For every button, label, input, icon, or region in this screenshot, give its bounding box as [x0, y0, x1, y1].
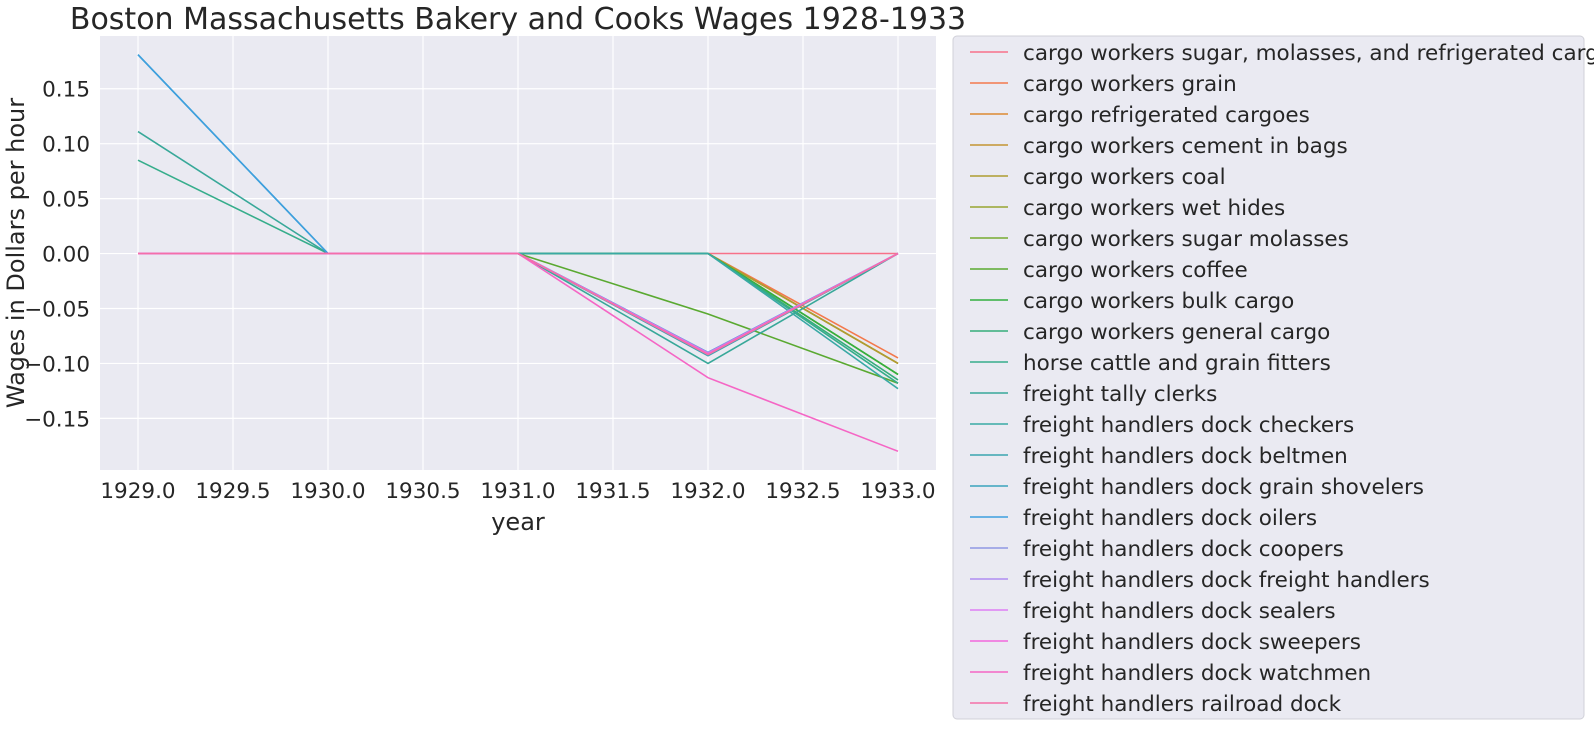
legend-entry: freight handlers dock coopers	[1023, 537, 1344, 562]
x-tick-label: 1931.0	[480, 479, 555, 504]
y-tick-label: −0.10	[24, 352, 90, 377]
legend-entry: cargo workers grain	[1023, 72, 1237, 97]
legend-entry: freight tally clerks	[1023, 382, 1217, 407]
legend-entry: freight handlers dock oilers	[1023, 506, 1317, 531]
x-axis-label: year	[491, 508, 545, 536]
legend-box	[952, 35, 1585, 720]
y-tick-label: 0.10	[42, 133, 90, 158]
legend-entry: freight handlers dock sweepers	[1023, 630, 1361, 655]
legend-entry: freight handlers railroad dock	[1023, 692, 1342, 717]
x-tick-label: 1930.0	[290, 479, 365, 504]
chart-title: Boston Massachusetts Bakery and Cooks Wa…	[70, 2, 966, 37]
legend-entry: cargo workers coal	[1023, 165, 1226, 190]
legend-entry: cargo refrigerated cargoes	[1023, 103, 1310, 128]
x-tick-label: 1933.0	[860, 479, 935, 504]
x-axis-ticks: 1929.0 1929.5 1930.0 1930.5 1931.0 1931.5 1932…	[100, 479, 935, 504]
y-tick-label: 0.00	[42, 243, 90, 268]
legend-entry: freight handlers dock watchmen	[1023, 661, 1371, 686]
legend-entry: cargo workers wet hides	[1023, 196, 1285, 221]
legend-entry: freight handlers dock freight handlers	[1023, 568, 1430, 593]
legend-entry: freight handlers dock grain shovelers	[1023, 475, 1424, 500]
y-tick-label: 0.05	[42, 188, 90, 213]
legend-entry: cargo workers sugar, molasses, and refri…	[1023, 41, 1594, 66]
series-line	[138, 252, 899, 356]
y-tick-label: 0.15	[42, 78, 90, 103]
x-tick-label: 1929.5	[195, 479, 270, 504]
x-tick-label: 1932.5	[765, 479, 840, 504]
legend-entry: cargo workers coffee	[1023, 258, 1248, 283]
y-tick-label: −0.05	[24, 297, 90, 322]
y-tick-label: −0.15	[24, 407, 90, 432]
legend-entry: cargo workers bulk cargo	[1023, 289, 1294, 314]
legend-entry: freight handlers dock sealers	[1023, 599, 1336, 624]
y-axis-label: Wages in Dollars per hour	[2, 98, 30, 408]
series-lines	[137, 54, 899, 453]
legend-entry: cargo workers general cargo	[1023, 320, 1330, 345]
x-tick-label: 1932.0	[670, 479, 745, 504]
legend-entry: cargo workers cement in bags	[1023, 134, 1348, 159]
legend-entry: freight handlers dock beltmen	[1023, 444, 1348, 469]
legend: cargo workers sugar, molasses, and refri…	[952, 35, 1594, 720]
x-tick-label: 1931.5	[575, 479, 650, 504]
x-tick-label: 1930.5	[385, 479, 460, 504]
x-tick-label: 1929.0	[100, 479, 175, 504]
legend-entry: cargo workers sugar molasses	[1023, 227, 1349, 252]
y-axis-ticks: −0.15 −0.10 −0.05 0.00 0.05 0.10 0.15	[24, 78, 90, 433]
legend-entry: horse cattle and grain fitters	[1023, 351, 1331, 376]
legend-entry: freight handlers dock checkers	[1023, 413, 1354, 438]
